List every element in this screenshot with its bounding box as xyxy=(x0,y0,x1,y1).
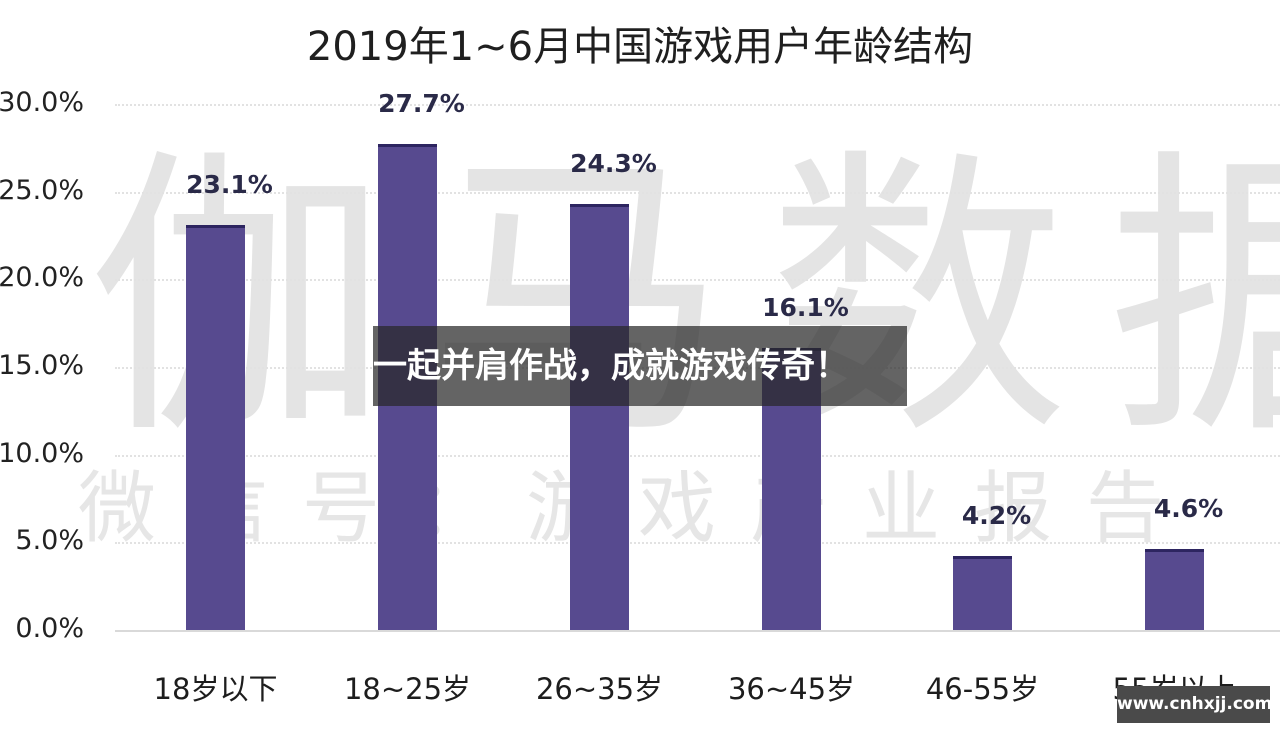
y-tick-label: 30.0% xyxy=(0,87,84,118)
x-axis-line xyxy=(115,630,1280,632)
gridline xyxy=(115,454,1280,457)
gridline xyxy=(115,191,1280,194)
bar-value-label: 4.2% xyxy=(961,501,1032,531)
gridline xyxy=(115,542,1280,545)
x-tick-label: 18~25岁 xyxy=(343,672,472,706)
chart-title: 2019年1~6月中国游戏用户年龄结构 xyxy=(306,24,974,70)
bar[interactable] xyxy=(570,203,629,630)
y-tick-label: 15.0% xyxy=(0,350,84,381)
x-tick-label: 26~35岁 xyxy=(535,672,664,706)
bar-value-label: 27.7% xyxy=(378,89,465,119)
y-tick-label: 25.0% xyxy=(0,174,84,206)
promo-banner: 一起并肩作战，成就游戏传奇！ xyxy=(373,326,907,406)
bar-value-label: 16.1% xyxy=(762,292,849,322)
y-tick-label: 0.0% xyxy=(15,613,84,644)
bar[interactable] xyxy=(1145,549,1204,630)
bar-value-label: 24.3% xyxy=(570,148,657,178)
source-badge[interactable]: www.cnhxjj.com xyxy=(1117,686,1272,723)
gridline xyxy=(115,104,1280,106)
x-tick-label: 18岁以下 xyxy=(153,672,278,706)
bar[interactable] xyxy=(953,556,1012,630)
y-tick-label: 5.0% xyxy=(15,525,84,557)
bar-value-label: 23.1% xyxy=(186,169,273,199)
promo-banner-text: 一起并肩作战，成就游戏传奇！ xyxy=(373,346,849,386)
bar[interactable] xyxy=(186,224,245,630)
y-tick-label: 20.0% xyxy=(0,262,84,294)
y-tick-label: 10.0% xyxy=(0,437,84,469)
x-tick-label: 46-55岁 xyxy=(925,672,1040,706)
x-tick-label: 36~45岁 xyxy=(727,672,856,706)
gridline xyxy=(115,279,1280,282)
bar-value-label: 4.6% xyxy=(1153,494,1224,524)
